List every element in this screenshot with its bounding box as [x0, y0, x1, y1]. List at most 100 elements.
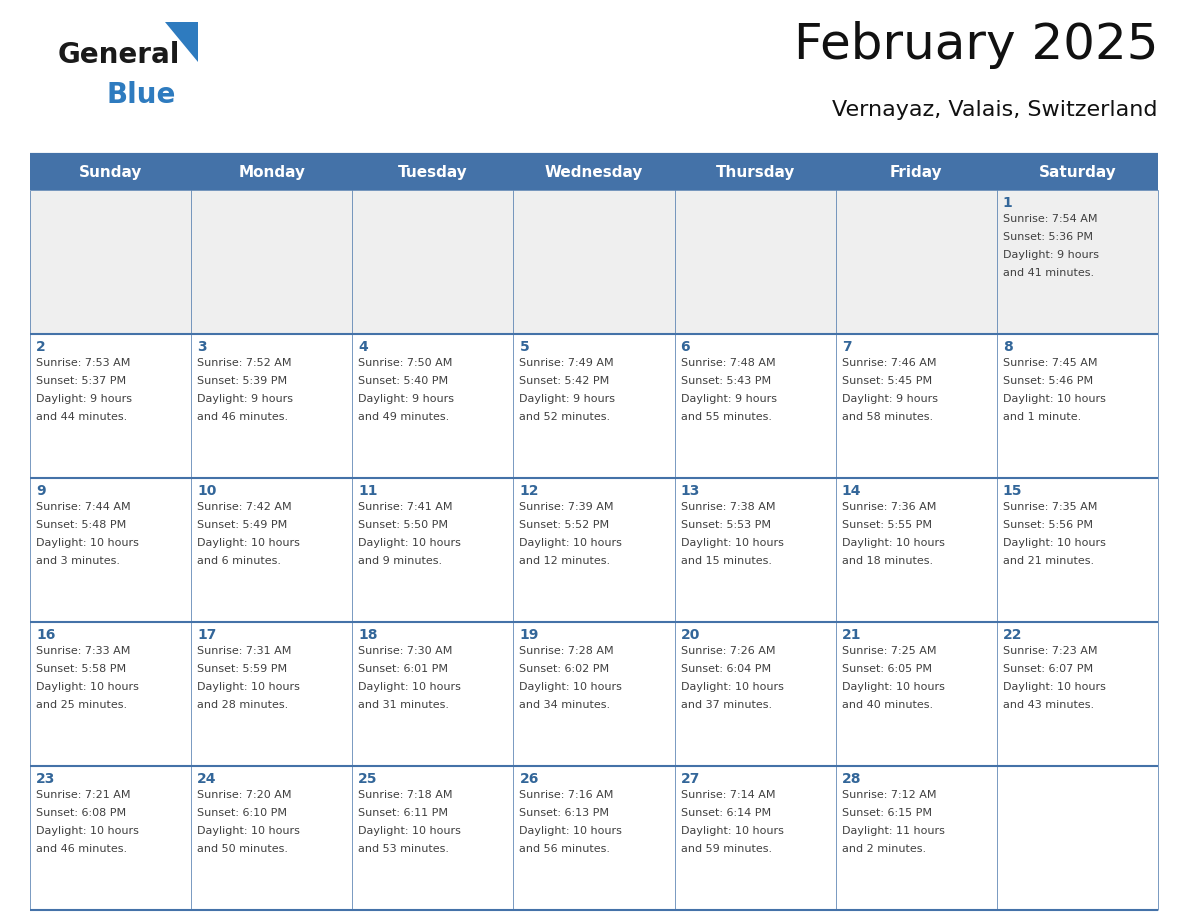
Text: and 3 minutes.: and 3 minutes.: [36, 556, 120, 566]
Text: Thursday: Thursday: [715, 165, 795, 180]
Text: Sunrise: 7:44 AM: Sunrise: 7:44 AM: [36, 502, 131, 512]
Text: Sunrise: 7:26 AM: Sunrise: 7:26 AM: [681, 646, 775, 656]
Text: Sunset: 6:10 PM: Sunset: 6:10 PM: [197, 808, 287, 818]
Text: 1: 1: [1003, 196, 1012, 210]
Text: Sunset: 5:58 PM: Sunset: 5:58 PM: [36, 664, 126, 674]
Text: Sunrise: 7:28 AM: Sunrise: 7:28 AM: [519, 646, 614, 656]
Text: Sunset: 6:15 PM: Sunset: 6:15 PM: [842, 808, 931, 818]
Text: Daylight: 11 hours: Daylight: 11 hours: [842, 826, 944, 836]
Text: Saturday: Saturday: [1038, 165, 1117, 180]
Text: Daylight: 10 hours: Daylight: 10 hours: [842, 538, 944, 548]
Text: Sunrise: 7:25 AM: Sunrise: 7:25 AM: [842, 646, 936, 656]
Text: and 25 minutes.: and 25 minutes.: [36, 700, 127, 710]
Text: Sunrise: 7:20 AM: Sunrise: 7:20 AM: [197, 790, 291, 800]
Text: 12: 12: [519, 484, 539, 498]
Text: Sunrise: 7:50 AM: Sunrise: 7:50 AM: [359, 358, 453, 368]
Text: Daylight: 9 hours: Daylight: 9 hours: [842, 394, 937, 404]
Text: Daylight: 10 hours: Daylight: 10 hours: [519, 538, 623, 548]
Text: 20: 20: [681, 628, 700, 642]
Text: Sunrise: 7:18 AM: Sunrise: 7:18 AM: [359, 790, 453, 800]
Text: Wednesday: Wednesday: [545, 165, 643, 180]
Text: Sunrise: 7:38 AM: Sunrise: 7:38 AM: [681, 502, 775, 512]
Text: Sunset: 6:11 PM: Sunset: 6:11 PM: [359, 808, 448, 818]
Text: and 1 minute.: and 1 minute.: [1003, 412, 1081, 422]
Text: and 43 minutes.: and 43 minutes.: [1003, 700, 1094, 710]
Text: Daylight: 10 hours: Daylight: 10 hours: [359, 826, 461, 836]
Text: Sunset: 5:48 PM: Sunset: 5:48 PM: [36, 520, 126, 530]
Text: Sunset: 5:49 PM: Sunset: 5:49 PM: [197, 520, 287, 530]
Bar: [30, 155, 1158, 190]
Text: Sunrise: 7:48 AM: Sunrise: 7:48 AM: [681, 358, 776, 368]
Text: Sunrise: 7:30 AM: Sunrise: 7:30 AM: [359, 646, 453, 656]
Text: Daylight: 9 hours: Daylight: 9 hours: [1003, 250, 1099, 260]
Text: Sunrise: 7:31 AM: Sunrise: 7:31 AM: [197, 646, 291, 656]
Text: and 15 minutes.: and 15 minutes.: [681, 556, 771, 566]
Text: and 46 minutes.: and 46 minutes.: [36, 844, 127, 854]
Text: and 55 minutes.: and 55 minutes.: [681, 412, 771, 422]
Text: Sunrise: 7:53 AM: Sunrise: 7:53 AM: [36, 358, 131, 368]
Text: Daylight: 10 hours: Daylight: 10 hours: [36, 538, 139, 548]
Text: Sunset: 6:08 PM: Sunset: 6:08 PM: [36, 808, 126, 818]
Text: Sunset: 5:40 PM: Sunset: 5:40 PM: [359, 376, 448, 386]
Text: and 41 minutes.: and 41 minutes.: [1003, 268, 1094, 278]
Text: and 18 minutes.: and 18 minutes.: [842, 556, 933, 566]
Text: and 52 minutes.: and 52 minutes.: [519, 412, 611, 422]
Text: 23: 23: [36, 772, 56, 786]
Text: Vernayaz, Valais, Switzerland: Vernayaz, Valais, Switzerland: [833, 100, 1158, 120]
Text: Daylight: 10 hours: Daylight: 10 hours: [197, 826, 301, 836]
Text: Daylight: 10 hours: Daylight: 10 hours: [1003, 682, 1106, 692]
Text: 26: 26: [519, 772, 539, 786]
Text: and 31 minutes.: and 31 minutes.: [359, 700, 449, 710]
Text: Sunset: 6:01 PM: Sunset: 6:01 PM: [359, 664, 448, 674]
Text: 22: 22: [1003, 628, 1023, 642]
Text: 4: 4: [359, 340, 368, 354]
Text: 28: 28: [842, 772, 861, 786]
Text: and 40 minutes.: and 40 minutes.: [842, 700, 933, 710]
Text: Sunset: 6:04 PM: Sunset: 6:04 PM: [681, 664, 771, 674]
Bar: [30, 334, 1158, 478]
Text: and 21 minutes.: and 21 minutes.: [1003, 556, 1094, 566]
Text: and 28 minutes.: and 28 minutes.: [197, 700, 289, 710]
Text: Sunset: 5:56 PM: Sunset: 5:56 PM: [1003, 520, 1093, 530]
Text: and 59 minutes.: and 59 minutes.: [681, 844, 772, 854]
Text: February 2025: February 2025: [794, 21, 1158, 69]
Text: 11: 11: [359, 484, 378, 498]
Text: and 53 minutes.: and 53 minutes.: [359, 844, 449, 854]
Bar: [30, 478, 1158, 622]
Text: Sunrise: 7:36 AM: Sunrise: 7:36 AM: [842, 502, 936, 512]
Text: Sunrise: 7:46 AM: Sunrise: 7:46 AM: [842, 358, 936, 368]
Text: Sunrise: 7:49 AM: Sunrise: 7:49 AM: [519, 358, 614, 368]
Text: and 58 minutes.: and 58 minutes.: [842, 412, 933, 422]
Text: Sunset: 5:42 PM: Sunset: 5:42 PM: [519, 376, 609, 386]
Text: Daylight: 10 hours: Daylight: 10 hours: [681, 538, 783, 548]
Text: Sunset: 6:07 PM: Sunset: 6:07 PM: [1003, 664, 1093, 674]
Text: and 34 minutes.: and 34 minutes.: [519, 700, 611, 710]
Text: Daylight: 10 hours: Daylight: 10 hours: [519, 826, 623, 836]
Text: Sunset: 5:39 PM: Sunset: 5:39 PM: [197, 376, 287, 386]
Text: Sunrise: 7:12 AM: Sunrise: 7:12 AM: [842, 790, 936, 800]
Text: 8: 8: [1003, 340, 1012, 354]
Text: and 37 minutes.: and 37 minutes.: [681, 700, 772, 710]
Text: Sunrise: 7:41 AM: Sunrise: 7:41 AM: [359, 502, 453, 512]
Text: 25: 25: [359, 772, 378, 786]
Text: Daylight: 10 hours: Daylight: 10 hours: [197, 682, 301, 692]
Text: Sunset: 5:36 PM: Sunset: 5:36 PM: [1003, 232, 1093, 242]
Text: Sunrise: 7:52 AM: Sunrise: 7:52 AM: [197, 358, 291, 368]
Text: Daylight: 9 hours: Daylight: 9 hours: [36, 394, 132, 404]
Text: Sunrise: 7:35 AM: Sunrise: 7:35 AM: [1003, 502, 1098, 512]
Text: Sunset: 5:52 PM: Sunset: 5:52 PM: [519, 520, 609, 530]
Text: Sunrise: 7:33 AM: Sunrise: 7:33 AM: [36, 646, 131, 656]
Text: and 46 minutes.: and 46 minutes.: [197, 412, 289, 422]
Text: 5: 5: [519, 340, 529, 354]
Text: Daylight: 9 hours: Daylight: 9 hours: [681, 394, 777, 404]
Text: Sunrise: 7:23 AM: Sunrise: 7:23 AM: [1003, 646, 1098, 656]
Text: 19: 19: [519, 628, 539, 642]
Text: Sunset: 5:37 PM: Sunset: 5:37 PM: [36, 376, 126, 386]
Text: Daylight: 10 hours: Daylight: 10 hours: [681, 826, 783, 836]
Text: Sunset: 5:59 PM: Sunset: 5:59 PM: [197, 664, 287, 674]
Text: 13: 13: [681, 484, 700, 498]
Text: Daylight: 10 hours: Daylight: 10 hours: [36, 682, 139, 692]
Text: Sunset: 5:55 PM: Sunset: 5:55 PM: [842, 520, 931, 530]
Bar: [30, 622, 1158, 766]
Text: Sunset: 6:14 PM: Sunset: 6:14 PM: [681, 808, 771, 818]
